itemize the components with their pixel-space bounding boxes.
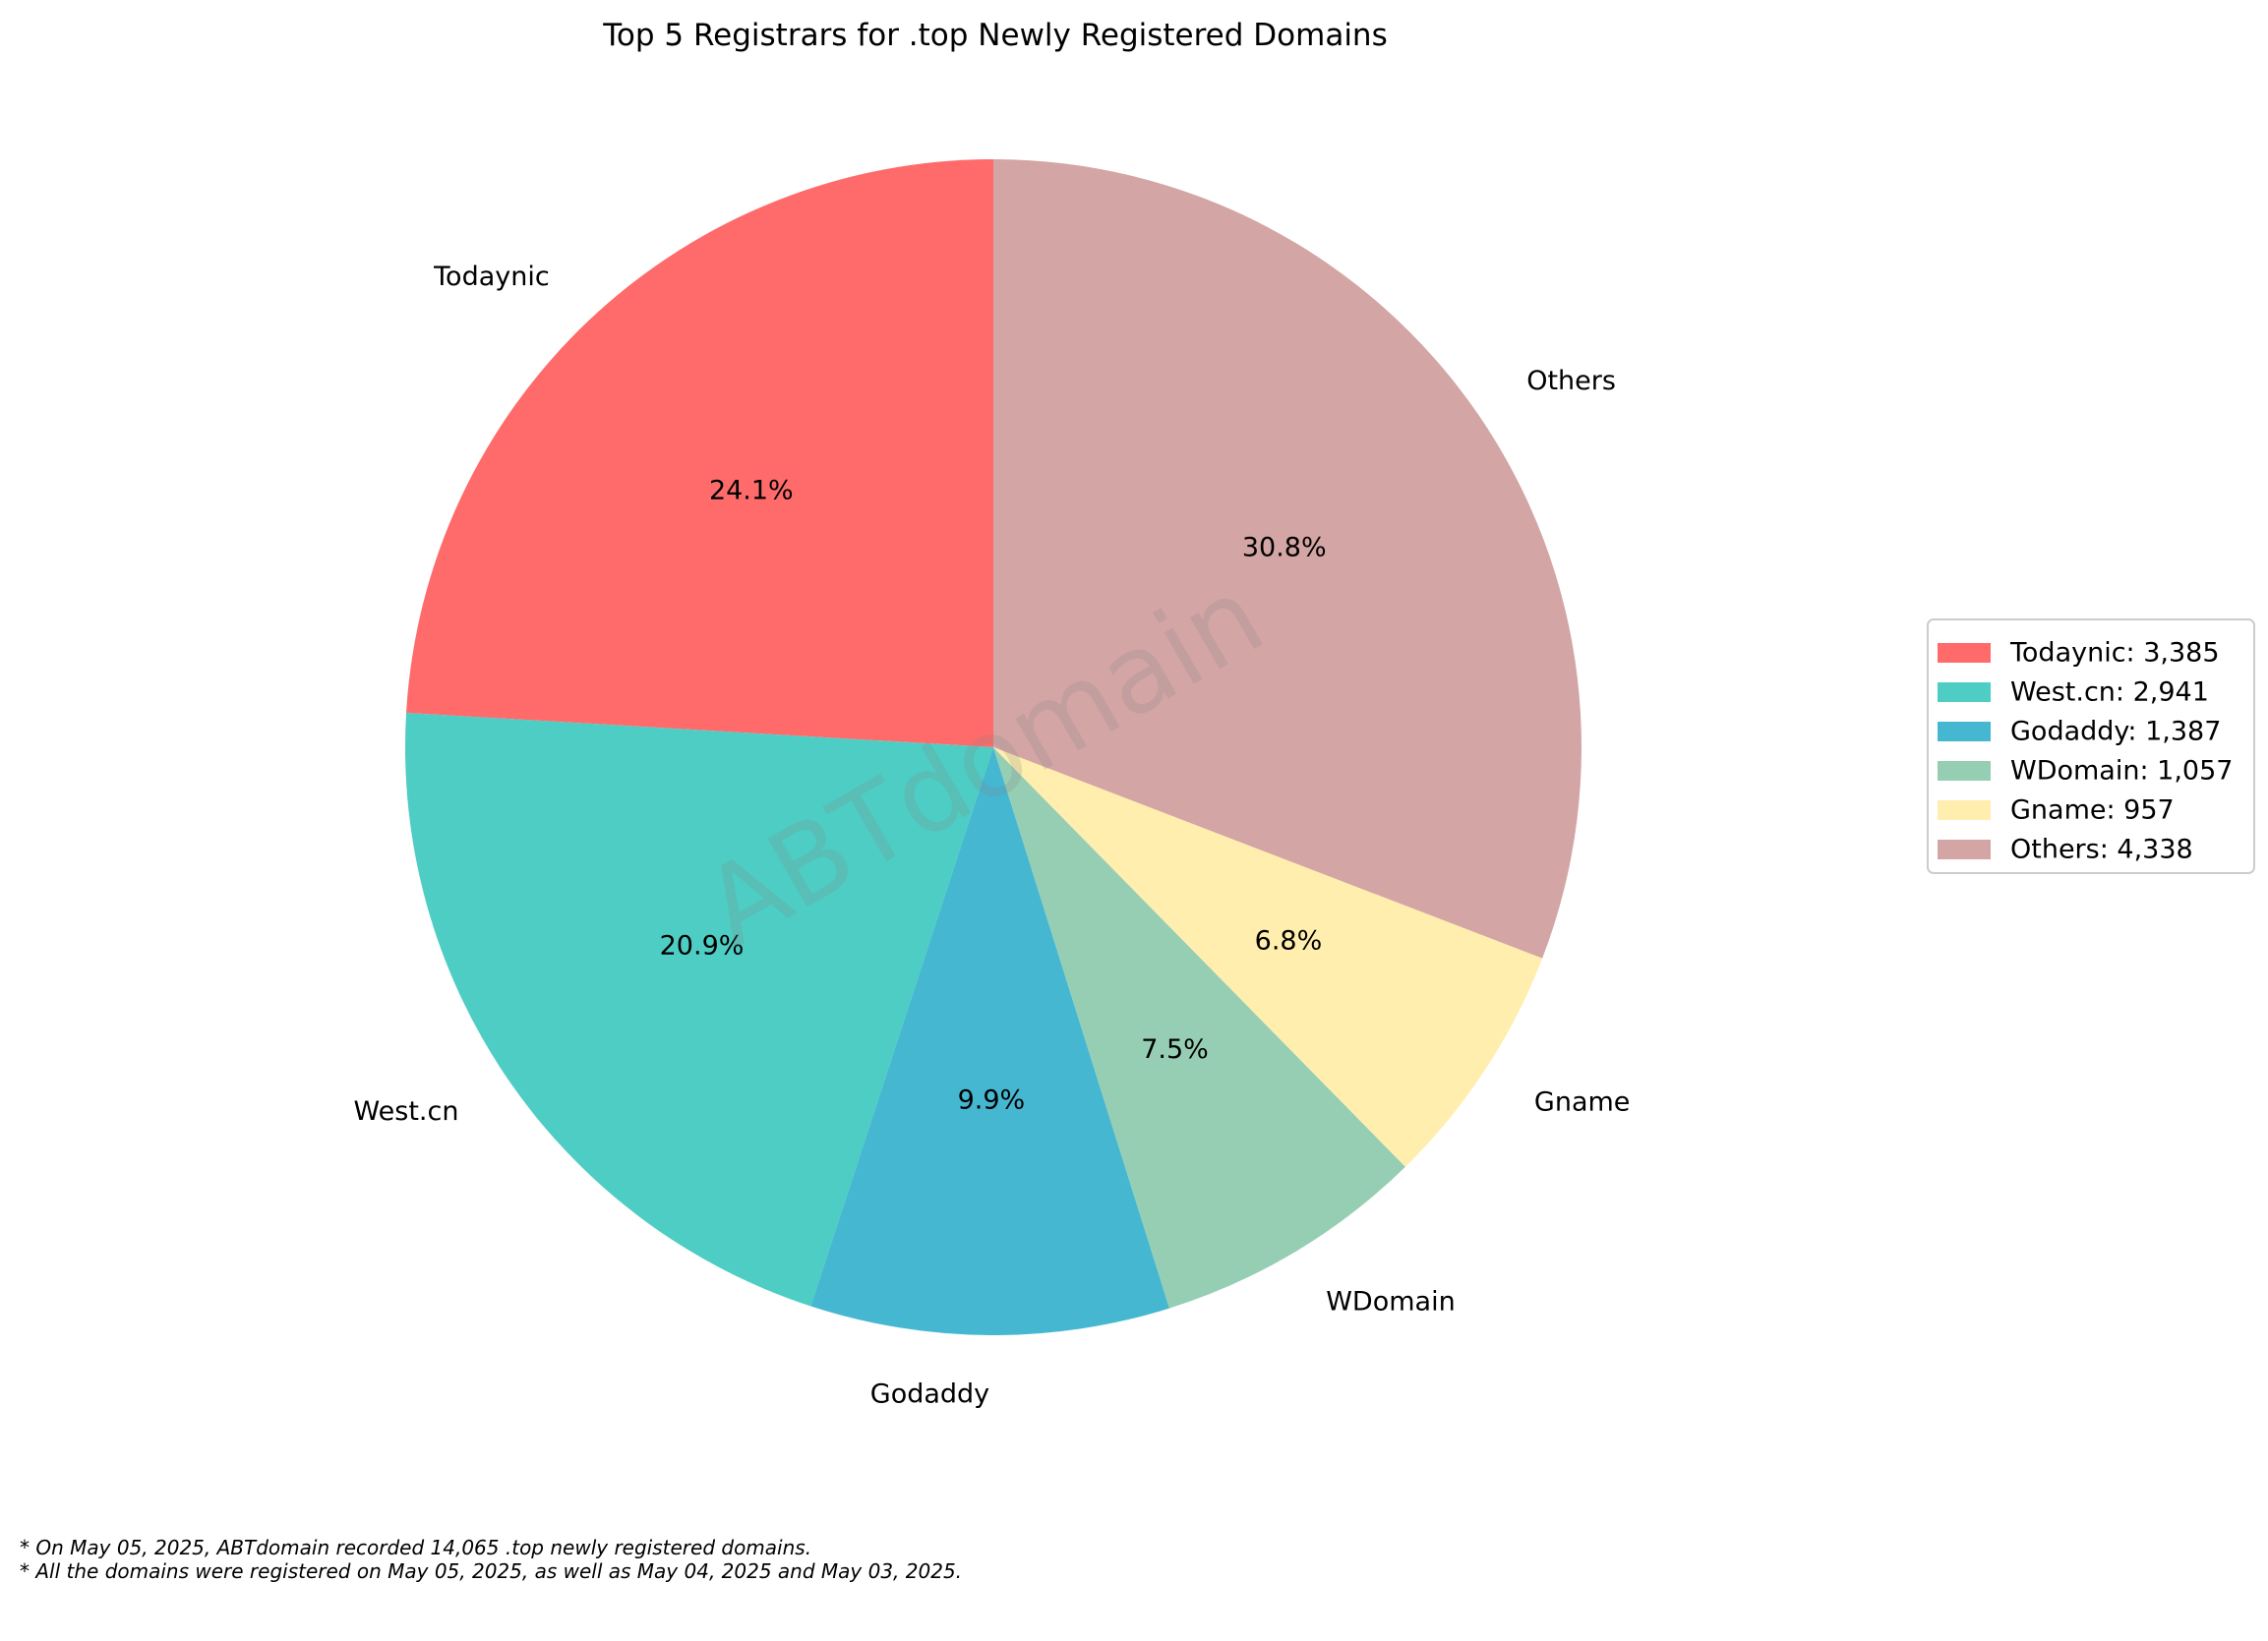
legend-swatch-west-cn — [1938, 682, 1991, 702]
legend: Todaynic: 3,385 West.cn: 2,941 Godaddy: 1,… — [1927, 618, 2255, 874]
slice-label-todaynic: Todaynic — [433, 262, 550, 292]
legend-label-others: Others: 4,338 — [2010, 835, 2193, 865]
legend-swatch-godaddy — [1938, 722, 1991, 741]
percent-label-others: 30.8% — [1242, 532, 1327, 562]
slice-label-godaddy: Godaddy — [870, 1378, 989, 1409]
slice-label-wdomain: WDomain — [1326, 1287, 1455, 1318]
slice-label-west-cn: West.cn — [354, 1096, 459, 1127]
legend-items: Todaynic: 3,385 West.cn: 2,941 Godaddy: 1,… — [1938, 638, 2233, 865]
pie-slice-gname — [993, 747, 1543, 1167]
legend-label-todaynic: Todaynic: 3,385 — [2009, 638, 2220, 669]
percent-labels: 24.1% 20.9% 9.9% 7.5% 6.8% 30.8% — [660, 475, 1327, 1115]
legend-swatch-todaynic — [1938, 643, 1991, 663]
percent-label-godaddy: 9.9% — [958, 1084, 1026, 1115]
legend-label-west-cn: West.cn: 2,941 — [2010, 677, 2209, 708]
slice-labels: Todaynic West.cn Godaddy WDomain Gname Others — [354, 262, 1631, 1409]
percent-label-west-cn: 20.9% — [660, 931, 745, 962]
legend-swatch-wdomain — [1938, 761, 1991, 781]
pie-slice-todaynic — [406, 159, 994, 747]
pie-slice-others — [993, 159, 1582, 959]
pie-slice-wdomain — [993, 747, 1405, 1309]
legend-label-godaddy: Godaddy: 1,387 — [2010, 717, 2221, 747]
legend-swatch-gname — [1938, 800, 1991, 820]
footnote: * All the domains were registered on May… — [20, 1559, 963, 1583]
pie-slice-godaddy — [810, 747, 1170, 1335]
legend-swatch-others — [1938, 840, 1991, 859]
pie-slices — [405, 159, 1582, 1335]
percent-label-todaynic: 24.1% — [709, 475, 794, 505]
legend-label-wdomain: WDomain: 1,057 — [2010, 756, 2233, 787]
pie-slice-west-cn — [405, 712, 994, 1307]
footnote: * On May 05, 2025, ABTdomain recorded 14… — [20, 1536, 812, 1559]
legend-frame — [1927, 618, 2255, 874]
legend-label-gname: Gname: 957 — [2010, 795, 2175, 826]
chart-title: Top 5 Registrars for .top Newly Register… — [602, 18, 1387, 53]
percent-label-wdomain: 7.5% — [1141, 1034, 1209, 1065]
slice-label-gname: Gname — [1534, 1086, 1631, 1117]
percent-label-gname: 6.8% — [1255, 925, 1323, 956]
slice-label-others: Others — [1526, 366, 1616, 396]
